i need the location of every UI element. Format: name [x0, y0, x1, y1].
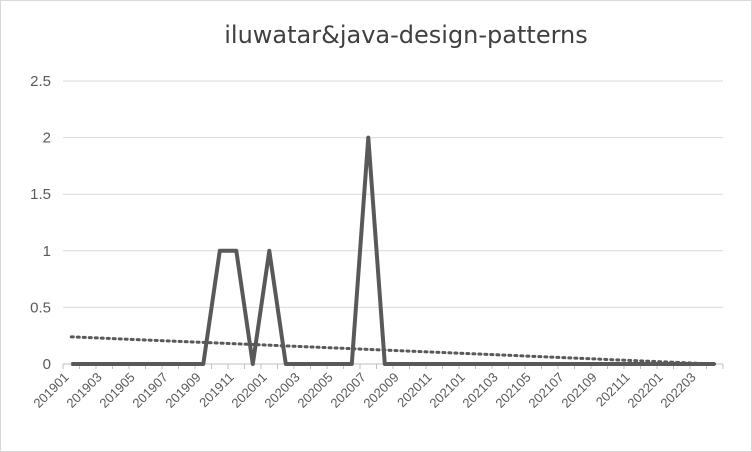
y-axis-ticks: 0 0.5 1 1.5 2 2.5 — [30, 73, 51, 373]
x-tick-label: 202007 — [327, 370, 368, 411]
x-tick-label: 202107 — [525, 370, 566, 411]
data-point — [466, 363, 468, 365]
data-point — [70, 363, 72, 365]
trendline — [69, 335, 717, 366]
x-tick-label: 202001 — [228, 370, 269, 411]
data-point — [351, 363, 353, 365]
x-tick-label: 201901 — [30, 370, 71, 411]
data-point — [120, 363, 122, 365]
data-point — [268, 250, 270, 252]
data-point — [87, 363, 89, 365]
data-point — [450, 363, 452, 365]
data-point — [483, 363, 485, 365]
data-point — [384, 363, 386, 365]
data-point — [334, 363, 336, 365]
series-layer — [69, 135, 717, 366]
x-tick-label: 202201 — [624, 370, 665, 411]
data-point — [433, 363, 435, 365]
x-tick-label: 202109 — [558, 370, 599, 411]
x-tick-label: 202105 — [492, 370, 533, 411]
data-point — [631, 363, 633, 365]
data-point — [615, 363, 617, 365]
x-tick-label: 201905 — [96, 370, 137, 411]
data-point — [285, 363, 287, 365]
data-point — [648, 363, 650, 365]
data-point — [136, 363, 138, 365]
y-tick-label: 0.5 — [30, 299, 51, 316]
x-tick-label: 202011 — [394, 370, 435, 411]
data-point — [235, 250, 237, 252]
data-point — [664, 363, 666, 365]
data-point — [714, 363, 716, 365]
data-point — [367, 137, 369, 139]
y-tick-label: 2 — [43, 130, 51, 147]
data-point — [202, 363, 204, 365]
x-tick-label: 201903 — [63, 370, 104, 411]
gridlines — [63, 80, 723, 365]
data-point — [153, 363, 155, 365]
data-point — [301, 363, 303, 365]
data-point — [516, 363, 518, 365]
data-point — [582, 363, 584, 365]
data-point — [598, 363, 600, 365]
x-tick-label: 202103 — [459, 370, 500, 411]
x-tick-label: 201911 — [196, 370, 237, 411]
data-point — [532, 363, 534, 365]
x-tick-label: 201909 — [162, 370, 203, 411]
data-point — [252, 363, 254, 365]
chart-title: iluwatar&java-design-patterns — [224, 21, 588, 49]
y-tick-label: 0 — [43, 356, 51, 373]
series-line — [71, 135, 715, 366]
x-tick-label: 202101 — [426, 370, 467, 411]
y-tick-label: 2.5 — [30, 73, 51, 90]
y-tick-label: 1 — [43, 243, 51, 260]
y-tick-label: 1.5 — [30, 186, 51, 203]
x-axis-ticks: 2019012019032019052019072019092019112020… — [30, 364, 724, 411]
x-tick-label: 202009 — [360, 370, 401, 411]
data-point — [549, 363, 551, 365]
data-point — [499, 363, 501, 365]
data-point — [103, 363, 105, 365]
data-point — [565, 363, 567, 365]
data-point — [400, 363, 402, 365]
x-tick-label: 202005 — [294, 370, 335, 411]
data-point — [318, 363, 320, 365]
data-point — [169, 363, 171, 365]
data-point — [681, 363, 683, 365]
x-tick-label: 202203 — [657, 370, 698, 411]
data-point — [219, 250, 221, 252]
x-tick-label: 202003 — [261, 370, 302, 411]
data-point — [417, 363, 419, 365]
data-point — [186, 363, 188, 365]
x-tick-label: 201907 — [129, 370, 170, 411]
data-point — [697, 363, 699, 365]
